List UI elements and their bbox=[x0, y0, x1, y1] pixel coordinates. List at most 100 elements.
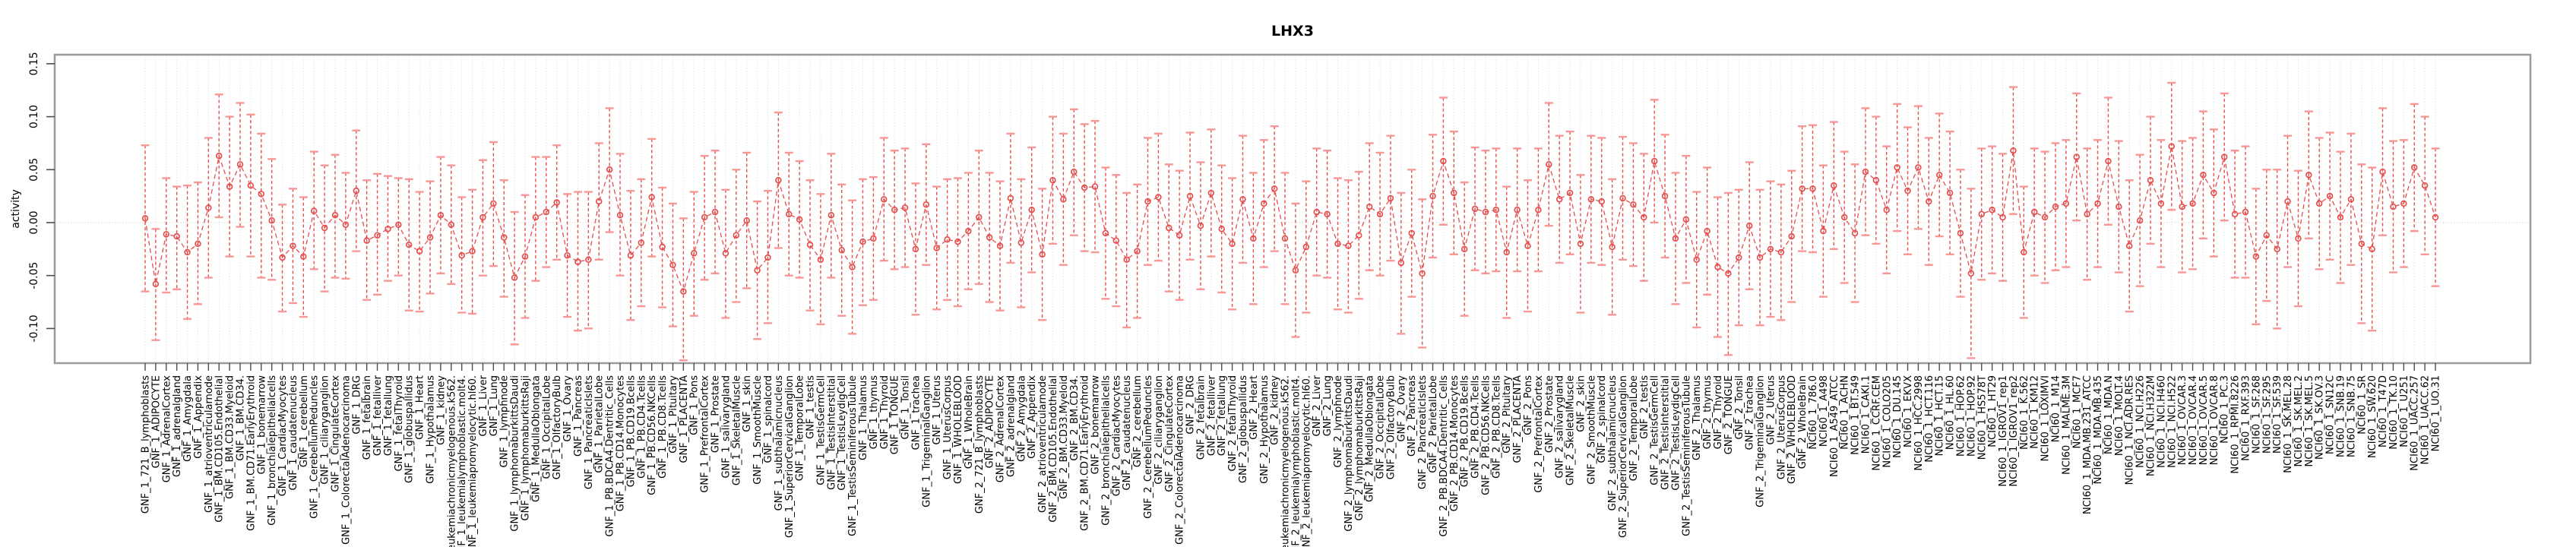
data-point bbox=[891, 207, 898, 213]
data-point bbox=[395, 221, 402, 229]
data-point bbox=[2220, 153, 2228, 160]
x-tick-label: GNF_2_ciliaryganglion bbox=[1154, 375, 1165, 485]
data-point bbox=[1207, 189, 1215, 197]
x-tick-label: GNF_2_PB.CD4.Tcells bbox=[1470, 375, 1482, 479]
x-tick-label: GNF_1_Pons bbox=[689, 375, 701, 435]
data-point bbox=[1799, 185, 1805, 192]
data-point bbox=[247, 182, 255, 189]
data-point bbox=[1239, 196, 1246, 203]
x-tick-label: NCI60_1_IGROV1_rep1 bbox=[1998, 375, 2009, 487]
data-point bbox=[1112, 237, 1120, 244]
data-point bbox=[195, 240, 201, 248]
x-tick-label: GNF_2_fetalliver bbox=[1206, 375, 1217, 456]
data-point bbox=[606, 166, 613, 173]
x-tick-label: GNF_1_bronchialepithelialcells bbox=[267, 375, 278, 526]
data-point bbox=[1788, 232, 1795, 240]
data-point bbox=[1609, 243, 1616, 251]
x-tick-label: GNF_1_lymphnode bbox=[499, 375, 511, 467]
x-tick-label: GNF_1_Heart bbox=[415, 375, 426, 440]
x-tick-label: GNF_1_AdrenalCortex bbox=[161, 375, 172, 483]
data-point bbox=[564, 251, 571, 259]
x-tick-label: GNF_2_Thyroid bbox=[1713, 375, 1724, 449]
x-tick-label: GNF_1_fetalbrain bbox=[362, 375, 373, 460]
data-point bbox=[426, 234, 434, 241]
x-tick-label: NCI60_1_RXF.393 bbox=[2240, 375, 2252, 461]
x-tick-label: NCI60_1_T47D bbox=[2378, 375, 2389, 447]
data-point bbox=[2157, 200, 2165, 207]
x-tick-label: GNF_2_kidney bbox=[1270, 375, 1281, 445]
x-tick-label: GNF_2_PB.CD14.Monocytes bbox=[1449, 375, 1460, 511]
data-point bbox=[1176, 232, 1183, 239]
data-point bbox=[2347, 196, 2355, 203]
x-tick-label: NCI60_1_DU.145 bbox=[1892, 375, 1904, 458]
data-point bbox=[258, 191, 265, 198]
data-point bbox=[1736, 254, 1742, 261]
x-tick-label: GNF_1_cerebellum bbox=[299, 375, 310, 467]
x-tick-label: GNF_2_ParietalLobe bbox=[1428, 375, 1439, 473]
data-point bbox=[416, 248, 423, 255]
data-point bbox=[1820, 227, 1827, 235]
data-point bbox=[1387, 194, 1394, 202]
data-point bbox=[1144, 198, 1151, 205]
x-tick-label: GNF_1_TestisSeminiferousTubule bbox=[847, 375, 859, 536]
data-point bbox=[1503, 248, 1510, 256]
data-point bbox=[743, 217, 750, 224]
data-point bbox=[2400, 200, 2407, 207]
data-point bbox=[627, 251, 635, 259]
x-tick-label: GNF_1_TrigeminalGanglion bbox=[921, 375, 932, 507]
data-point bbox=[1397, 259, 1405, 267]
data-point bbox=[290, 242, 296, 249]
data-point bbox=[342, 221, 350, 229]
data-point bbox=[1756, 254, 1764, 261]
data-point bbox=[310, 207, 318, 214]
x-tick-label: NCI60_1_A498 bbox=[1818, 375, 1830, 447]
data-point bbox=[1451, 189, 1457, 197]
data-point bbox=[1366, 203, 1373, 210]
x-tick-label: GNF_2_PB.CD8.Tcells bbox=[1491, 375, 1502, 479]
data-point bbox=[986, 234, 993, 241]
data-point bbox=[965, 227, 972, 235]
plot-border bbox=[53, 53, 2532, 365]
x-tick-label: NCI60_1_HCT.116 bbox=[1924, 375, 1935, 463]
data-point bbox=[385, 226, 391, 232]
data-point bbox=[1630, 201, 1637, 208]
data-point bbox=[2421, 182, 2429, 189]
data-point bbox=[859, 238, 866, 245]
x-tick-label: NCI60_1_U251 bbox=[2399, 375, 2410, 447]
x-tick-label: GNF_2_Amygdala bbox=[1016, 375, 1027, 462]
data-point bbox=[1324, 210, 1331, 218]
data-point bbox=[1017, 239, 1025, 246]
y-tick-label: 0.10 bbox=[28, 105, 40, 128]
data-point bbox=[1271, 185, 1278, 192]
data-point bbox=[1577, 240, 1584, 248]
data-point bbox=[2337, 213, 2344, 221]
data-point bbox=[1492, 207, 1500, 213]
data-point bbox=[1693, 256, 1700, 264]
data-point bbox=[1155, 194, 1162, 201]
x-tick-label: GNF_1_lymphomaburkittsDaudi bbox=[510, 375, 521, 532]
data-point bbox=[690, 250, 698, 257]
x-tick-label: NCI60_1_IGROV1_rep2 bbox=[2008, 375, 2020, 487]
x-tick-label: GNF_2_Pons bbox=[1523, 375, 1534, 435]
x-tick-label: GNF_2_adrenalgland bbox=[1005, 375, 1017, 477]
x-tick-label: GNF_2_DRG bbox=[1185, 375, 1197, 435]
x-tick-label: GNF_1_TestisLeydigCell bbox=[837, 375, 848, 491]
x-tick-label: NCI60_1_HOP.92 bbox=[1966, 375, 1977, 457]
x-tick-label: GNF_1_PB.CD4.Tcells bbox=[636, 375, 647, 479]
data-point bbox=[1419, 270, 1426, 277]
data-point bbox=[1218, 226, 1225, 232]
x-tick-label: GNF_1_Ovary bbox=[562, 375, 574, 442]
data-point bbox=[1081, 184, 1088, 191]
x-tick-label: NCI60_1_HCC.2998 bbox=[1913, 375, 1925, 471]
x-tick-label: NCI60_1_CAKI.1 bbox=[1860, 375, 1872, 454]
data-point bbox=[490, 200, 497, 207]
data-point bbox=[1514, 207, 1521, 213]
data-point bbox=[1598, 198, 1605, 205]
x-tick-label: GNF_1_BM.CD105.Endothelial bbox=[214, 375, 226, 523]
data-point bbox=[2410, 164, 2418, 171]
data-point bbox=[1967, 270, 1975, 277]
x-tick-label: NCI60_1_SF.295 bbox=[2261, 375, 2273, 454]
x-tick-label: GNF_1_UterusCorpus bbox=[942, 375, 954, 479]
data-point bbox=[659, 243, 666, 251]
data-point bbox=[1049, 176, 1056, 184]
